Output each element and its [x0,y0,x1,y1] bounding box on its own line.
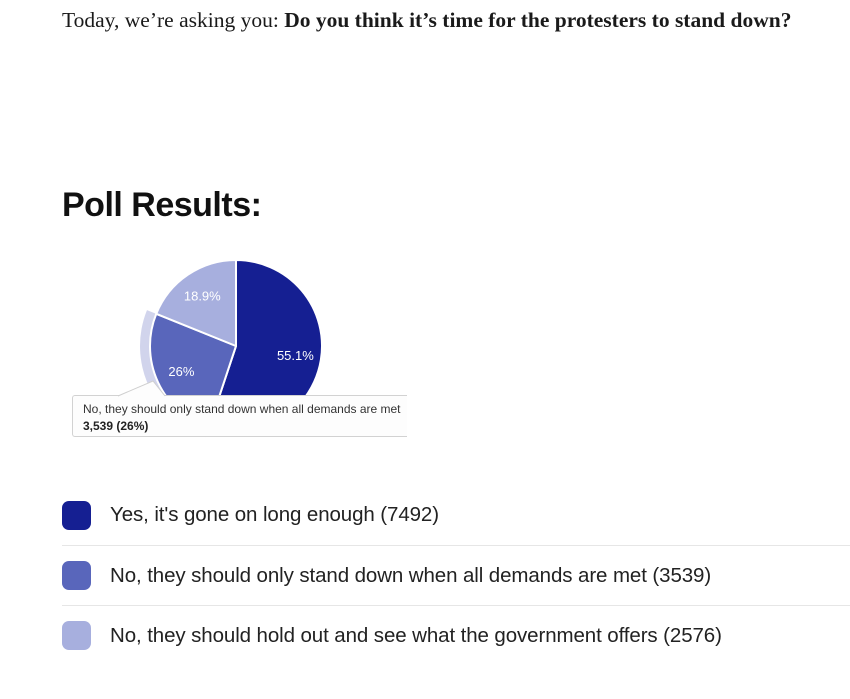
poll-question-intro: Today, we’re asking you: [62,8,285,32]
pie-tooltip-callout [117,380,166,397]
poll-question: Today, we’re asking you: Do you think it… [62,5,844,36]
poll-legend: Yes, it's gone on long enough (7492) No,… [62,485,850,665]
legend-swatch-no-demands [62,561,91,590]
legend-item-no-holdout[interactable]: No, they should hold out and see what th… [62,605,850,665]
svg-text:26%: 26% [168,364,194,379]
poll-question-bold: Do you think it’s time for the protester… [284,8,792,32]
legend-label-no-demands: No, they should only stand down when all… [110,563,712,587]
legend-item-yes[interactable]: Yes, it's gone on long enough (7492) [62,485,850,545]
legend-item-no-demands[interactable]: No, they should only stand down when all… [62,545,850,605]
svg-text:18.9%: 18.9% [184,289,221,304]
pie-tooltip: No, they should only stand down when all… [72,395,407,437]
legend-swatch-yes [62,500,91,530]
legend-label-yes: Yes, it's gone on long enough (7492) [110,503,439,526]
poll-results-title: Poll Results: [62,186,262,224]
svg-text:55.1%: 55.1% [277,348,314,363]
pie-tooltip-option: No, they should only stand down when all… [83,402,401,416]
legend-label-no-holdout: No, they should hold out and see what th… [110,623,722,647]
legend-swatch-no-holdout [62,621,91,650]
pie-tooltip-value: 3,539 (26%) [83,419,149,433]
